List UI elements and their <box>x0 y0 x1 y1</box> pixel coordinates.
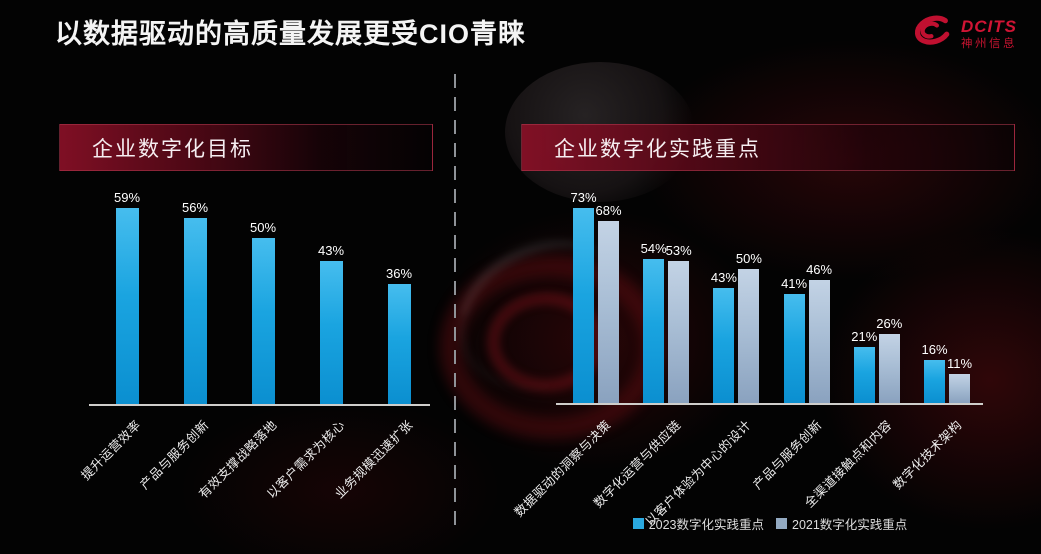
right-chart-header-banner: 企业数字化实践重点 <box>521 124 1015 171</box>
right-chart-x-axis <box>556 403 983 405</box>
bar-value-label: 46% <box>806 262 833 277</box>
goal-bar <box>183 218 207 404</box>
legend-item: 2021数字化实践重点 <box>776 514 907 533</box>
bar-value-label: 43% <box>710 270 737 285</box>
bar-value-label: 11% <box>946 356 973 371</box>
goal-bar <box>115 208 139 404</box>
practice-bar-2023 <box>783 294 805 403</box>
x-axis-category-label: 提升运营效率 <box>78 417 144 483</box>
bar-value-label: 43% <box>317 243 345 258</box>
goal-bar <box>387 284 411 404</box>
legend-label: 2021数字化实践重点 <box>792 518 908 532</box>
background-white-arc <box>432 212 653 417</box>
right-chart-title: 企业数字化实践重点 <box>554 137 761 161</box>
bar-value-label: 26% <box>876 316 903 331</box>
practice-bar-2023 <box>853 347 875 403</box>
practice-bar-2021 <box>738 269 760 403</box>
left-chart-x-axis <box>89 404 430 406</box>
legend-swatch <box>632 518 644 529</box>
bar-value-label: 50% <box>735 251 762 266</box>
bar-value-label: 50% <box>249 220 277 235</box>
dcits-swirl-icon <box>909 13 955 56</box>
practice-bar-2021 <box>598 221 619 403</box>
legend-item: 2023数字化实践重点 <box>632 514 764 533</box>
bar-value-label: 36% <box>385 266 413 281</box>
bar-value-label: 68% <box>595 203 622 218</box>
x-axis-category-label: 产品与服务创新 <box>750 417 825 493</box>
practice-bar-2021 <box>949 374 970 403</box>
legend-label: 2023数字化实践重点 <box>648 518 764 532</box>
company-logo: DCITS 神州信息 <box>909 13 1017 56</box>
bar-value-label: 41% <box>781 276 808 291</box>
bar-value-label: 53% <box>665 243 692 258</box>
goal-bar <box>251 238 275 404</box>
practice-bar-2023 <box>573 208 594 403</box>
practice-bar-2023 <box>643 259 665 403</box>
practice-bar-2021 <box>668 261 690 403</box>
practice-bar-2023 <box>713 288 735 403</box>
background-red-ring-outer <box>440 255 664 439</box>
practice-bar-2021 <box>878 334 900 403</box>
legend-swatch <box>776 518 787 529</box>
slide-title: 以数据驱动的高质量发展更受CIO青睐 <box>55 19 527 49</box>
bar-value-label: 56% <box>181 200 209 215</box>
right-chart-legend: 2023数字化实践重点 2021数字化实践重点 <box>556 514 984 533</box>
left-chart-title: 企业数字化目标 <box>92 137 253 161</box>
bar-value-label: 16% <box>921 342 948 357</box>
practice-bar-2023 <box>924 360 945 403</box>
x-axis-category-label: 数字化技术架构 <box>890 417 965 493</box>
goal-bar <box>319 261 343 404</box>
left-chart-header-banner: 企业数字化目标 <box>59 124 433 171</box>
logo-brand-text: DCITS <box>961 17 1017 37</box>
logo-company-text: 神州信息 <box>961 38 1017 51</box>
section-divider-dashed-line <box>454 74 456 526</box>
bar-value-label: 21% <box>851 329 878 344</box>
bar-value-label: 59% <box>113 190 141 205</box>
bar-value-label: 54% <box>640 241 667 256</box>
practice-bar-2021 <box>808 280 830 403</box>
